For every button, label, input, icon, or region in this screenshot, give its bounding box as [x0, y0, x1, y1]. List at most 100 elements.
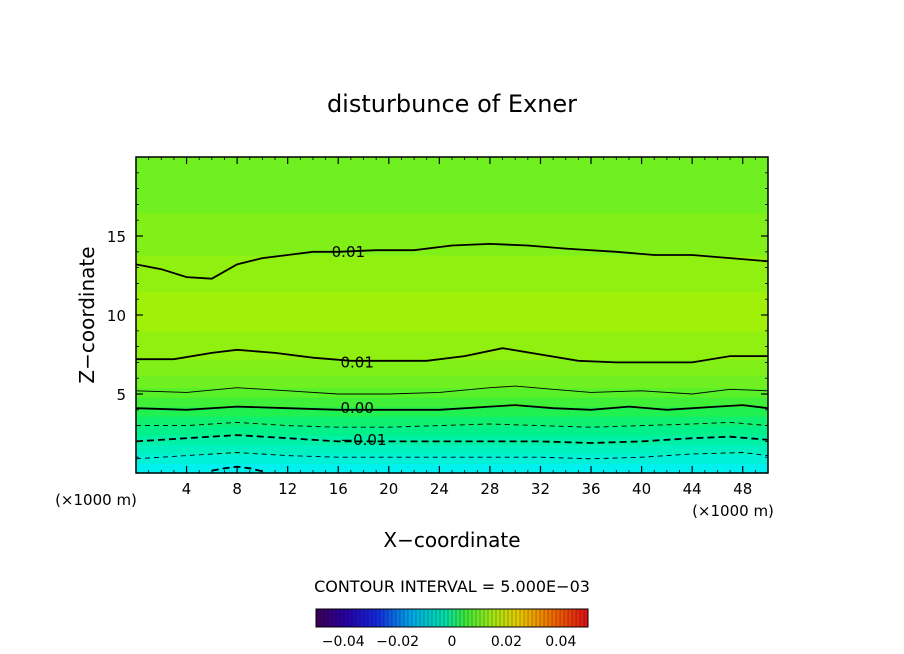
x-tick-label-9: 40	[632, 480, 651, 498]
colorbar-cell-29	[432, 609, 437, 627]
colorbar-cell-50	[516, 609, 521, 627]
x-tick-label-4: 20	[379, 480, 398, 498]
contour-line-6	[135, 452, 769, 460]
contour-line-2	[135, 385, 769, 395]
colorbar-cell-7	[344, 609, 349, 627]
contour-label-1: 0.01	[340, 353, 373, 371]
colorbar-cell-60	[556, 609, 561, 627]
contour-line-1	[136, 347, 768, 364]
colorbar-cell-22	[404, 609, 409, 627]
chart-title: disturbunce of Exner	[327, 90, 577, 118]
fill-band-11	[136, 330, 768, 360]
colorbar-cell-13	[368, 609, 373, 627]
colorbar-cell-54	[532, 609, 537, 627]
colorbar-tick-label-2: 0	[448, 634, 457, 650]
colorbar-cell-52	[524, 609, 529, 627]
colorbar-cell-65	[576, 609, 581, 627]
colorbar-cell-56	[540, 609, 545, 627]
colorbar-cell-21	[400, 609, 405, 627]
colorbar-cell-38	[468, 609, 473, 627]
y-axis-ticks: 5 10 15	[107, 172, 768, 458]
colorbar-cell-41	[480, 609, 485, 627]
colorbar-cell-14	[372, 609, 377, 627]
colorbar-cell-47	[504, 609, 509, 627]
x-tick-label-10: 44	[683, 480, 702, 498]
colorbar-cell-11	[360, 609, 365, 627]
colorbar-cell-28	[428, 609, 433, 627]
colorbar-cell-62	[564, 609, 569, 627]
colorbar-cell-15	[376, 609, 381, 627]
colorbar-cell-61	[560, 609, 565, 627]
colorbar-cell-63	[568, 609, 573, 627]
colorbar-cell-24	[412, 609, 417, 627]
colorbar-cell-16	[380, 609, 385, 627]
x-tick-label-5: 24	[430, 480, 449, 498]
colorbar-cell-1	[320, 609, 325, 627]
x-tick-label-7: 32	[531, 480, 550, 498]
fill-band-4	[136, 425, 768, 436]
colorbar-cell-4	[332, 609, 337, 627]
colorbar-cell-27	[424, 609, 429, 627]
colorbar-cell-45	[496, 609, 501, 627]
colorbar-cell-58	[548, 609, 553, 627]
colorbar-cell-31	[440, 609, 445, 627]
contour-labels: 0.01 0.01 0.00 −0.01	[332, 243, 387, 449]
colorbar-tick-label-3: 0.02	[491, 634, 522, 650]
fill-band-2	[136, 444, 768, 455]
colorbar-cell-49	[512, 609, 517, 627]
colorbar	[315, 609, 589, 627]
fill-band-7	[136, 397, 768, 408]
colorbar-cell-9	[352, 609, 357, 627]
colorbar-cell-51	[520, 609, 525, 627]
x-unit-left: (×1000 m)	[55, 491, 137, 509]
x-tick-label-2: 12	[278, 480, 297, 498]
contour-label-2: 0.00	[340, 399, 373, 417]
colorbar-tick-labels: −0.04 −0.02 0 0.02 0.04	[322, 634, 577, 650]
x-tick-label-6: 28	[480, 480, 499, 498]
colorbar-cell-26	[420, 609, 425, 627]
colorbar-cell-30	[436, 609, 441, 627]
colorbar-tick-label-4: 0.04	[545, 634, 576, 650]
colorbar-cell-10	[356, 609, 361, 627]
colorbar-cell-42	[484, 609, 489, 627]
fill-band-13	[136, 254, 768, 292]
colorbar-cell-18	[388, 609, 393, 627]
x-axis-label: X−coordinate	[383, 528, 520, 552]
colorbar-cell-8	[348, 609, 353, 627]
colorbar-cell-20	[396, 609, 401, 627]
colorbar-frame	[315, 608, 589, 628]
colorbar-cell-67	[584, 609, 589, 627]
colorbar-cell-44	[492, 609, 497, 627]
x-tick-label-0: 4	[182, 480, 192, 498]
fill-band-10	[136, 359, 768, 376]
y-tick-label-2: 15	[107, 228, 126, 246]
fill-band-0	[136, 463, 768, 474]
x-tick-label-11: 48	[733, 480, 752, 498]
colorbar-cell-5	[336, 609, 341, 627]
colorbar-cell-40	[476, 609, 481, 627]
colorbar-cell-37	[464, 609, 469, 627]
colorbar-cell-12	[364, 609, 369, 627]
colorbar-cell-33	[448, 609, 453, 627]
colorbar-cell-57	[544, 609, 549, 627]
colorbar-cell-2	[324, 609, 329, 627]
colorbar-cell-59	[552, 609, 557, 627]
colorbar-cell-46	[500, 609, 505, 627]
colorbar-cell-66	[580, 609, 585, 627]
fill-band-9	[136, 375, 768, 389]
colorbar-cell-34	[452, 609, 457, 627]
fill-band-5	[136, 416, 768, 427]
colorbar-cell-32	[444, 609, 449, 627]
x-unit-right: (×1000 m)	[692, 502, 774, 520]
colorbar-cell-23	[408, 609, 413, 627]
colorbar-cell-48	[508, 609, 513, 627]
y-tick-label-1: 10	[107, 307, 126, 325]
colorbar-cell-35	[456, 609, 461, 627]
contour-line-0	[135, 242, 769, 280]
colorbar-tick-label-0: −0.04	[322, 634, 365, 650]
x-tick-label-3: 16	[329, 480, 348, 498]
fill-band-1	[136, 454, 768, 465]
colorbar-cell-0	[316, 609, 321, 627]
fill-band-3	[136, 435, 768, 446]
